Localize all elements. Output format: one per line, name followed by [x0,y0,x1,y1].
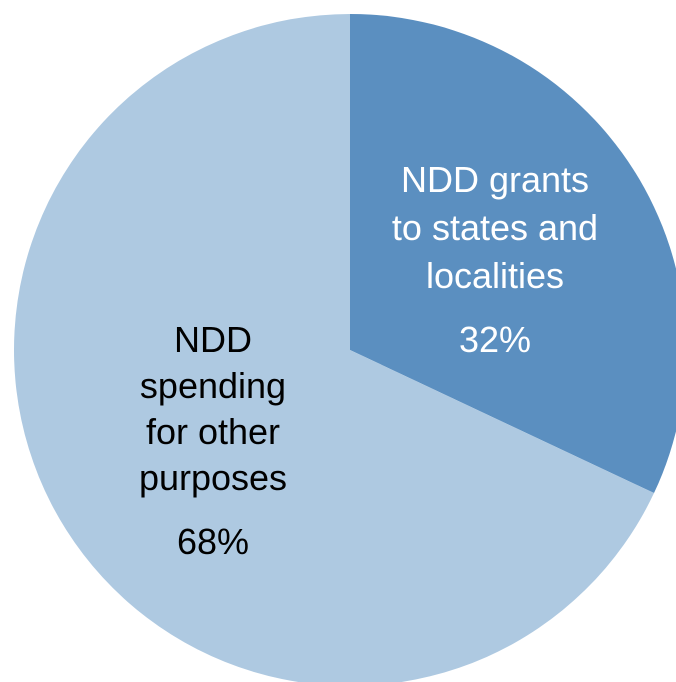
slice-label-line: for other [146,411,280,452]
pie-slice-ndd-grants [350,14,676,494]
slice-label-line: spending [140,365,286,406]
slice-label-line: NDD grants [401,159,589,200]
slice-label-line: purposes [139,457,287,498]
slice-value-label: 68% [177,521,249,562]
slice-label-line: to states and [392,207,598,248]
pie-slices [14,14,676,682]
slice-label-line: localities [426,255,564,296]
slice-label-line: NDD [174,319,252,360]
pie-labels: NDD grants to states and localities 32% NDD s… [139,159,598,562]
pie-slice-ndd-other [14,14,655,682]
slice-value-label: 32% [459,319,531,360]
